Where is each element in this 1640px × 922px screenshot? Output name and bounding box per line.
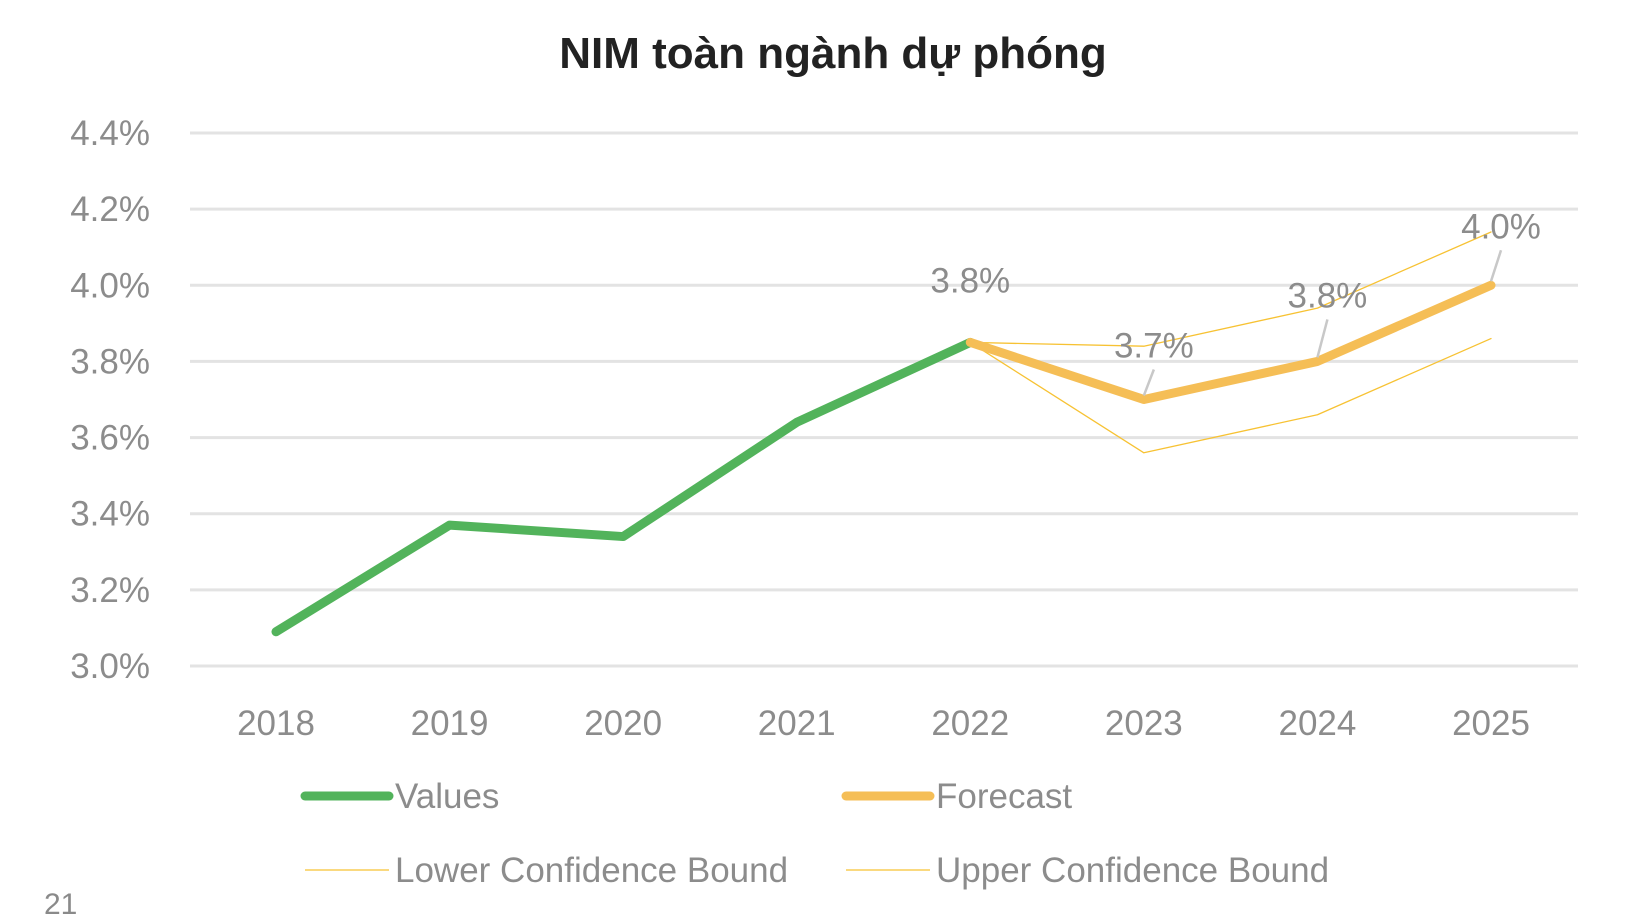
- x-tick-label: 2019: [411, 704, 489, 743]
- leader-line: [1142, 369, 1156, 396]
- x-tick-label: 2023: [1105, 704, 1183, 743]
- legend-label: Upper Confidence Bound: [936, 851, 1329, 890]
- y-tick-label: 4.2%: [70, 190, 150, 229]
- x-tick-label: 2025: [1452, 704, 1530, 743]
- x-tick-label: 2021: [758, 704, 836, 743]
- data-label: 3.8%: [1288, 276, 1368, 315]
- legend-item-forecast: Forecast: [841, 777, 1072, 816]
- x-tick-label: 2024: [1278, 704, 1356, 743]
- x-tick-label: 2018: [237, 704, 315, 743]
- y-tick-label: 3.6%: [70, 419, 150, 458]
- legend-label: Forecast: [936, 777, 1072, 816]
- page-number: 21: [44, 888, 78, 921]
- legend-label: Values: [395, 777, 499, 816]
- x-tick-label: 2022: [931, 704, 1009, 743]
- x-tick-label: 2020: [584, 704, 662, 743]
- data-label: 4.0%: [1461, 207, 1541, 246]
- series-line-upper-confidence-bound: [969, 231, 1492, 347]
- chart-title: NIM toàn ngành dự phóng: [559, 29, 1107, 78]
- y-tick-label: 3.0%: [70, 647, 150, 686]
- legend-label: Lower Confidence Bound: [395, 851, 788, 890]
- y-tick-label: 4.4%: [70, 114, 150, 153]
- legend-item-upper-confidence-bound: Upper Confidence Bound: [846, 851, 1329, 890]
- leader-line: [1489, 249, 1503, 282]
- series-line-forecast: [965, 280, 1496, 404]
- y-tick-label: 4.0%: [70, 266, 150, 305]
- y-tick-label: 3.8%: [70, 342, 150, 381]
- data-label: 3.7%: [1114, 327, 1194, 366]
- series-line-lower-confidence-bound: [969, 337, 1492, 454]
- series-line-values: [271, 337, 975, 637]
- legend-item-lower-confidence-bound: Lower Confidence Bound: [305, 851, 788, 890]
- leader-line: [1316, 319, 1329, 358]
- y-tick-label: 3.2%: [70, 571, 150, 610]
- legend-item-values: Values: [300, 777, 499, 816]
- nim-forecast-chart: NIM toàn ngành dự phóng 3.0% 3.2% 3.4% 3.6%…: [70, 29, 1578, 890]
- data-label: 3.8%: [930, 261, 1010, 300]
- y-tick-label: 3.4%: [70, 495, 150, 534]
